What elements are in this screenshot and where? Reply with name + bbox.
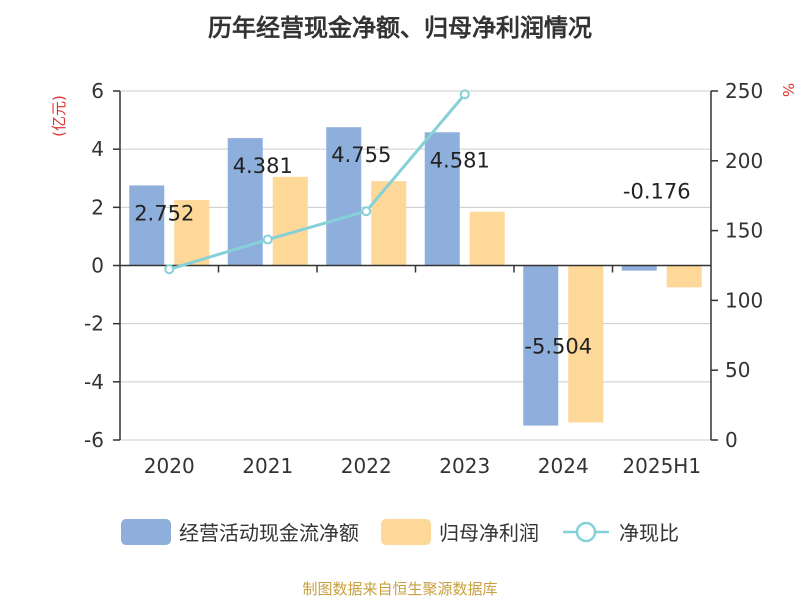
left-tick-label: 6 — [91, 79, 104, 103]
ratio-point — [361, 206, 372, 217]
left-tick-label: 2 — [91, 195, 104, 219]
left-tick-label: 0 — [91, 254, 104, 278]
right-axis-unit: % — [779, 83, 797, 97]
left-tick-label: -2 — [84, 312, 104, 336]
chart-title: 历年经营现金净额、归母净利润情况 — [208, 14, 592, 42]
x-tick-label: 2022 — [341, 454, 392, 478]
legend-label: 归母净利润 — [439, 521, 539, 545]
legend-swatch — [381, 518, 431, 545]
cashflow-bar — [326, 127, 362, 266]
right-tick-label: 100 — [725, 288, 763, 312]
data-labels: 2.752 4.381 4.755 4.581 -5.504 -0.176 — [134, 143, 690, 358]
net-profit-bar — [371, 181, 407, 266]
cashflow-bar — [424, 132, 460, 266]
legend-swatch — [121, 518, 171, 545]
right-tick-label: 200 — [725, 149, 763, 173]
bar-value-label: 4.755 — [331, 143, 391, 167]
x-tick-label: 2024 — [538, 454, 589, 478]
x-tick-label: 2025H1 — [622, 454, 701, 478]
ratio-point — [262, 234, 273, 245]
left-tick-label: -6 — [84, 428, 104, 452]
right-tick-label: 150 — [725, 219, 763, 243]
legend-label: 净现比 — [619, 521, 679, 545]
legend-marker — [575, 521, 597, 542]
net-profit-bar — [174, 200, 210, 266]
right-tick-label: 250 — [725, 79, 763, 103]
cashflow-bar — [523, 265, 559, 426]
x-tick-label: 2023 — [439, 454, 490, 478]
net-profit-bar — [568, 265, 604, 423]
net-profit-bar — [666, 265, 702, 288]
ratio-line-path — [168, 93, 466, 271]
left-tick-label: -4 — [84, 370, 104, 394]
net-profit-bar — [272, 176, 308, 266]
legend-item[interactable]: 归母净利润 — [381, 517, 539, 546]
x-tick-label: 2020 — [144, 454, 195, 478]
ratio-line — [164, 89, 470, 275]
right-tick-label: 0 — [725, 428, 738, 452]
legend-item[interactable]: 净现比 — [561, 517, 679, 546]
legend-swatch — [563, 521, 609, 542]
bar-value-label: 4.581 — [430, 148, 490, 172]
ratio-point — [459, 89, 470, 100]
x-tick-label: 2021 — [242, 454, 293, 478]
left-tick-label: 4 — [91, 137, 104, 161]
source-note: 制图数据来自恒生聚源数据库 — [302, 580, 498, 598]
bar-value-label: -0.176 — [623, 180, 691, 204]
bar-value-label: -5.504 — [524, 335, 592, 359]
bar-value-label: 2.752 — [134, 201, 194, 225]
cashflow-bar — [621, 265, 657, 271]
left-axis-unit: (亿元) — [50, 95, 68, 137]
axes: -6 -4 -2 0 2 4 6 0 50 100 150 200 250 (亿元)% 2020 2021 20… — [50, 79, 797, 478]
cashflow-bar — [129, 185, 165, 266]
net-profit-bar — [469, 211, 505, 266]
bars — [129, 127, 702, 426]
right-tick-label: 50 — [725, 358, 750, 382]
legend-item[interactable]: 经营活动现金流净额 — [121, 517, 359, 546]
bar-value-label: 4.381 — [233, 154, 293, 178]
legend-label: 经营活动现金流净额 — [179, 521, 359, 545]
ratio-point — [164, 264, 175, 275]
legend: 经营活动现金流净额 归母净利润 净现比 — [0, 517, 800, 546]
